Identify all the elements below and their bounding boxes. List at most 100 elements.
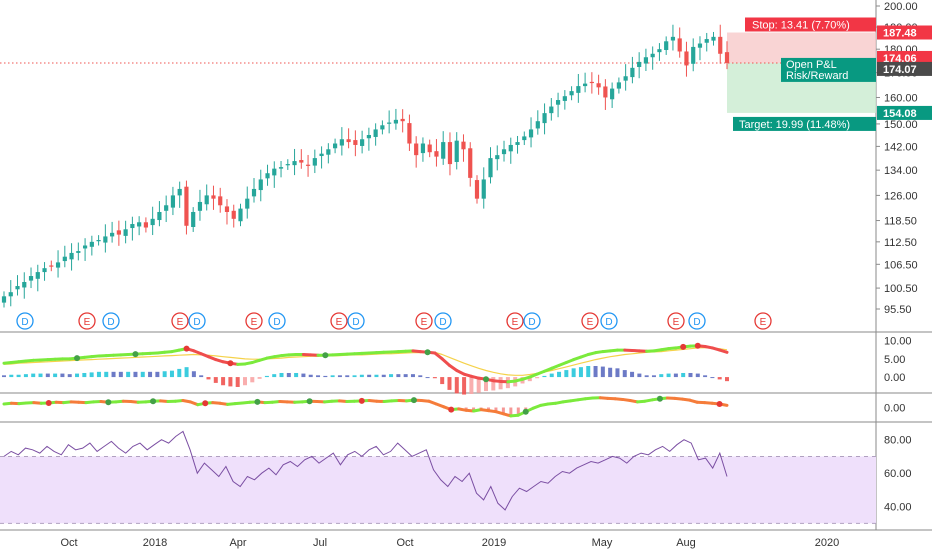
rsi-band (0, 456, 876, 523)
dividend-event-marker[interactable]: D (689, 313, 705, 329)
macd-histogram-bar (68, 374, 72, 377)
earnings-event-marker[interactable]: E (507, 313, 523, 329)
y-tick-label: 118.50 (884, 216, 917, 228)
macd-histogram-bar (601, 367, 605, 377)
rsi-tick-label: 80.00 (884, 435, 912, 447)
earnings-event-marker[interactable]: E (331, 313, 347, 329)
candle (103, 236, 107, 242)
earnings-event-marker[interactable]: E (582, 313, 598, 329)
candle (238, 209, 242, 222)
macd-histogram-bar (725, 377, 729, 381)
macd-histogram-bar (652, 375, 656, 377)
candle (299, 160, 303, 163)
target-label: Target: 19.99 (11.48%) (739, 119, 850, 131)
candle (286, 164, 290, 165)
macd-histogram-bar (309, 375, 313, 377)
macd-histogram-bar (155, 372, 159, 377)
candle (144, 222, 148, 227)
candle (576, 86, 580, 93)
candle (644, 57, 648, 63)
candles (2, 25, 729, 308)
earnings-event-marker[interactable]: E (246, 313, 262, 329)
event-label: E (84, 317, 91, 328)
macd-histogram-bar (360, 375, 364, 377)
macd-histogram-bar (97, 372, 101, 377)
dividend-event-marker[interactable]: D (348, 313, 364, 329)
macd-histogram-bar (455, 377, 459, 393)
y-tick-label: 200.00 (884, 1, 918, 13)
event-label: E (177, 317, 184, 328)
candle (394, 120, 398, 124)
event-label: D (528, 317, 535, 328)
macd-cross-dot (132, 351, 138, 357)
osc-cross-dot (523, 409, 529, 415)
event-label: E (587, 317, 594, 328)
macd-histogram-bar (39, 374, 43, 377)
candle (549, 107, 553, 114)
candle (340, 139, 344, 145)
macd-histogram-bar (90, 372, 94, 377)
dividend-event-marker[interactable]: D (601, 313, 617, 329)
macd-histogram-bar (382, 375, 386, 377)
osc-tick-label: 0.00 (884, 403, 905, 415)
macd-cross-dot (322, 352, 328, 358)
macd-histogram-bar (148, 372, 152, 377)
macd-histogram-bar (411, 374, 415, 377)
earnings-event-marker[interactable]: E (668, 313, 684, 329)
y-tick-label: 160.00 (884, 92, 918, 104)
dividend-event-marker[interactable]: D (17, 313, 33, 329)
earnings-event-marker[interactable]: E (755, 313, 771, 329)
event-label: E (512, 317, 519, 328)
macd-histogram-bar (564, 370, 568, 377)
candle (360, 139, 364, 146)
y-tick-label: 150.00 (884, 119, 918, 131)
event-label: E (760, 317, 767, 328)
earnings-event-marker[interactable]: E (416, 313, 432, 329)
candle (711, 37, 715, 41)
candle (509, 145, 513, 151)
macd-histogram-bar (338, 375, 342, 377)
macd-histogram-bar (396, 374, 400, 377)
x-tick-label: Oct (60, 537, 77, 549)
macd-histogram-bar (294, 373, 298, 377)
earnings-event-marker[interactable]: E (79, 313, 95, 329)
macd-histogram-bar (433, 377, 437, 378)
candle (326, 149, 330, 154)
candle (367, 135, 371, 138)
candle (407, 123, 411, 143)
candle (664, 41, 668, 50)
dividend-event-marker[interactable]: D (435, 313, 451, 329)
x-tick-label: Apr (229, 537, 246, 549)
x-tick-label: May (592, 537, 613, 549)
dividend-event-marker[interactable]: D (189, 313, 205, 329)
macd-histogram-bar (53, 374, 57, 377)
candle (590, 82, 594, 83)
risk-reward-label: Risk/Reward (786, 70, 848, 82)
candle (292, 161, 296, 165)
earnings-event-marker[interactable]: E (172, 313, 188, 329)
macd-histogram-bar (703, 375, 707, 377)
candle (265, 173, 269, 178)
osc-cross-dot (717, 401, 723, 407)
macd-tick-label: 5.00 (884, 354, 905, 366)
macd-histogram-bar (367, 375, 371, 377)
macd-histogram-bar (192, 371, 196, 377)
macd-histogram-bar (272, 374, 276, 377)
macd-histogram-bar (353, 375, 357, 377)
macd-histogram-bar (265, 376, 269, 377)
candle (164, 205, 168, 211)
macd-histogram-bar (287, 373, 291, 377)
candle (603, 86, 607, 97)
dividend-event-marker[interactable]: D (269, 313, 285, 329)
macd-histogram-bar (645, 375, 649, 377)
candle (319, 154, 323, 156)
candle (441, 142, 445, 159)
macd-histogram-bar (557, 372, 561, 377)
macd-histogram-bar (469, 377, 473, 394)
dividend-event-marker[interactable]: D (103, 313, 119, 329)
macd-histogram-bar (177, 369, 181, 377)
macd-histogram-bar (228, 377, 232, 386)
dividend-event-marker[interactable]: D (524, 313, 540, 329)
